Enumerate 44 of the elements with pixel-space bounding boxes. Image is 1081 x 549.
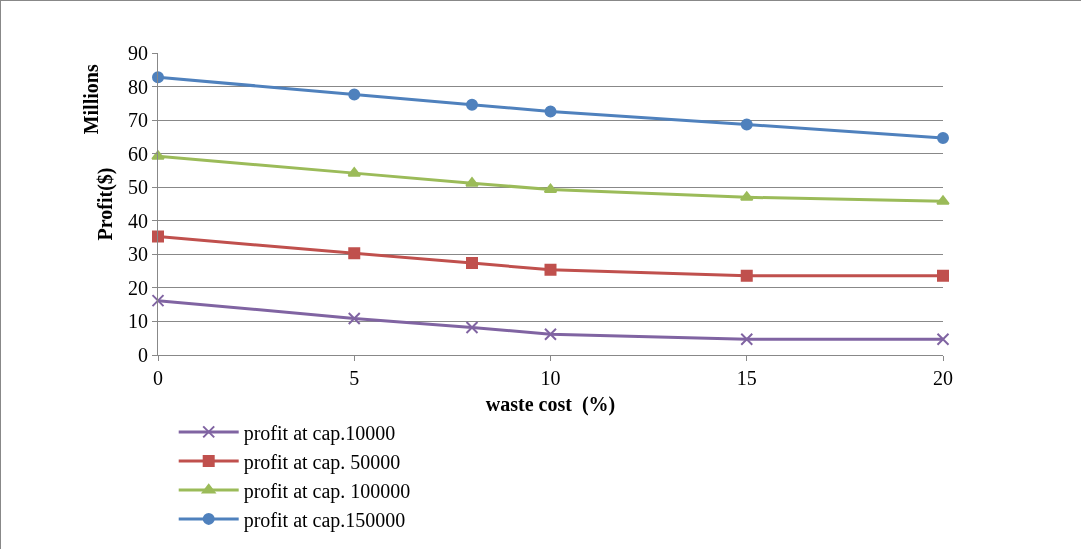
point (936, 332, 950, 346)
legend-label: profit at cap.10000 (243, 421, 396, 445)
y-tick-label: 60 (128, 142, 148, 165)
point (151, 294, 165, 308)
text: Millions (80, 64, 103, 135)
x-tick-label: 15 (736, 367, 757, 389)
x-tick-label: 0 (153, 367, 163, 389)
point (465, 320, 479, 334)
legend-label: profit at cap. 100000 (243, 479, 411, 503)
x-axis-title: waste cost (%) (485, 392, 616, 416)
point (152, 230, 164, 243)
point (348, 247, 361, 260)
point (544, 263, 557, 276)
point (740, 118, 753, 131)
point (544, 327, 557, 341)
y-tick-label: 10 (128, 310, 148, 333)
y-tick-label: 40 (128, 209, 148, 232)
point (152, 71, 164, 84)
y-tick-label: 20 (128, 276, 148, 299)
y-tick-label: 90 (128, 42, 148, 64)
x-tick-label: 10 (540, 367, 561, 389)
point (740, 269, 753, 282)
y-tick-label: 30 (128, 243, 148, 266)
y-tick-label: 0 (138, 344, 148, 366)
x-tick-label: 5 (349, 367, 360, 389)
point (348, 88, 361, 101)
point (937, 269, 949, 282)
point (151, 150, 165, 160)
legend-label: profit at cap.150000 (243, 508, 406, 532)
y-tick-label: 80 (128, 75, 148, 98)
y-tick-label: 50 (128, 176, 148, 199)
point (466, 98, 478, 111)
x-tick-label: 20 (933, 367, 953, 389)
point (465, 177, 479, 187)
point (544, 105, 557, 118)
point (937, 131, 949, 144)
point (740, 332, 754, 346)
point (347, 311, 361, 325)
point (466, 257, 478, 270)
y-axis-title: Profit($) (93, 167, 117, 241)
point (543, 183, 558, 194)
legend-label: profit at cap. 50000 (243, 450, 401, 474)
point (936, 195, 950, 205)
y-tick-label: 70 (128, 109, 148, 132)
